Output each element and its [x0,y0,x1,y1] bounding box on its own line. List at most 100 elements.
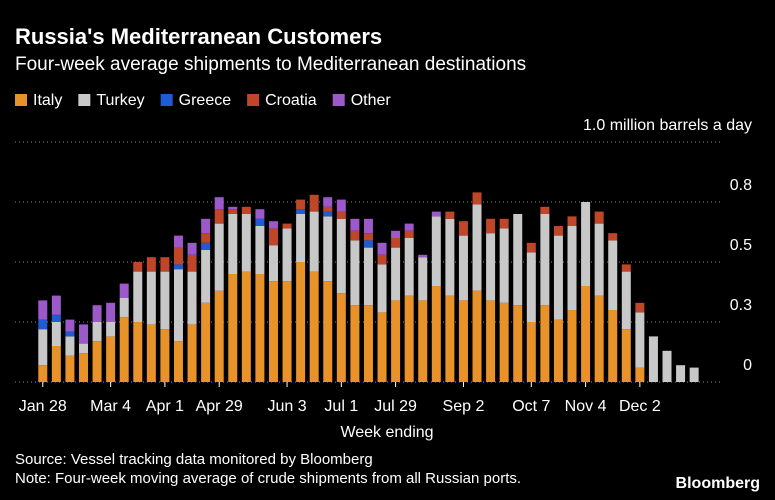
bar-segment [621,329,631,382]
bar-segment [38,365,48,382]
bar-segment [173,341,183,382]
bar-segment [445,211,455,219]
x-tick-label: Apr 1 [146,398,184,415]
bar-segment [173,264,183,270]
legend-label: Croatia [265,92,317,109]
chart-subtitle: Four-week average shipments to Mediterra… [15,54,526,75]
note: Note: Four-week moving average of crude … [15,470,521,487]
bar-segment [214,197,224,210]
bar-segment [608,240,618,310]
y-tick-label: 0 [743,357,752,374]
bar-segment [228,214,238,274]
bar-segment [282,281,292,382]
bar-segment [201,218,211,234]
bar-segment [133,322,143,382]
bar-segment [648,336,658,382]
bar-segment [594,223,604,296]
bar-segment [608,233,618,241]
bar-segment [391,247,401,301]
bar-segment [404,223,414,231]
bar-segment [146,271,156,325]
bar-segment [51,314,61,322]
bar-segment [173,269,183,342]
bar-segment [363,240,373,248]
bar-segment [540,214,550,306]
bar-segment [567,226,577,310]
x-tick-label: Jul 1 [324,398,358,415]
bar-segment [635,367,645,382]
bar-segment [363,218,373,234]
y-tick-label: 1.0 million barrels a day [583,117,752,134]
bar-segment [486,233,496,301]
bar-segment [214,223,224,291]
bar-segment [228,209,238,214]
bar-segment [51,322,61,346]
bar-segment [486,300,496,382]
bar-segment [255,218,265,226]
bar-segment [621,271,631,330]
bar-segment [526,252,536,322]
bar-segment [689,367,699,382]
bar-segment [106,302,116,322]
bar-segment [323,216,333,282]
legend-label: Turkey [96,92,144,109]
y-tick-label: 0.8 [730,177,752,194]
legend-label: Other [351,92,392,109]
bar-segment [540,206,550,214]
bar-segment [65,355,75,382]
legend-swatch [160,94,173,106]
bar-segment [38,300,48,320]
bar-segment [241,214,251,272]
bar-segment [445,295,455,382]
bar-segment [268,228,278,246]
bar-segment [567,216,577,226]
bar-segment [187,271,197,325]
bar-segment [458,221,468,236]
bar-segment [635,312,645,368]
bar-segment [38,319,48,330]
x-tick-label: Jan 28 [19,398,67,415]
bar-segment [458,235,468,301]
bar-segment [119,317,129,382]
bar-segment [336,218,346,294]
bar-segment [499,302,509,382]
bar-segment [377,264,387,313]
bar-segment [526,322,536,382]
bar-segment [241,271,251,382]
bar-segment [296,214,306,262]
bar-segment [553,235,563,320]
bar-segment [458,300,468,382]
bar-segment [106,336,116,382]
bar-segment [391,238,401,248]
bar-segment [594,211,604,224]
bar-segment [255,274,265,382]
x-tick-label: Dec 2 [619,398,661,415]
bar-segment [119,298,129,318]
bar-segment [51,346,61,382]
bar-segment [567,310,577,382]
bar-segment [350,218,360,231]
x-axis-label: Week ending [340,424,433,441]
bar-segment [418,257,428,301]
bar-segment [173,235,183,248]
bar-segment [499,228,509,303]
bar-segment [309,211,319,272]
bar-segment [38,329,48,366]
bar-segment [187,324,197,382]
bar-segment [581,286,591,382]
bar-segment [323,197,333,207]
bar-segment [404,238,414,296]
bar-segment [377,242,387,255]
bar-segment [241,206,251,214]
bar-segment [581,202,591,286]
bar-segment [296,209,306,214]
bar-segment [404,230,414,238]
bar-segment [513,305,523,382]
bar-segment [65,319,75,332]
bar-segment [201,250,211,303]
bar-segment [540,305,550,382]
bar-segment [323,206,333,212]
x-tick-label: Jun 3 [267,398,306,415]
bar-segment [160,329,170,382]
